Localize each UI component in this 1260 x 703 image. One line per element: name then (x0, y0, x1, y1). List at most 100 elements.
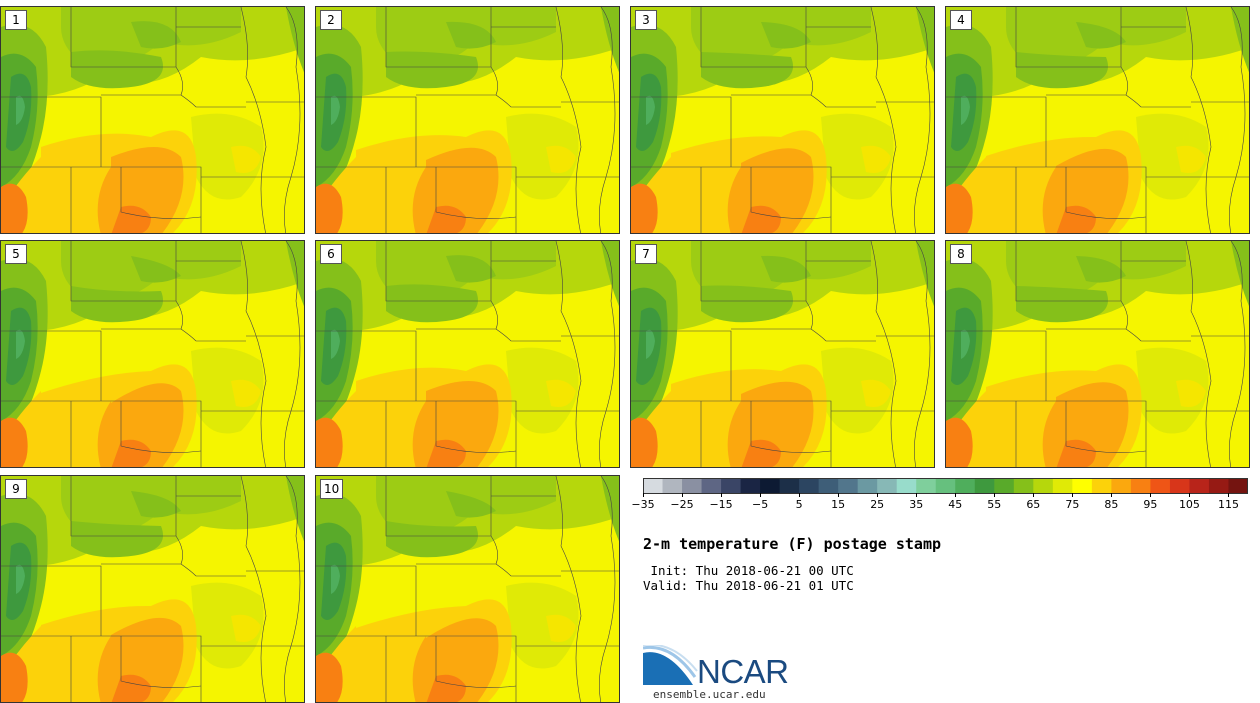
colorbar-swatch (701, 478, 722, 494)
member-label: 4 (950, 10, 972, 30)
colorbar-tick-mark (760, 493, 762, 497)
postage-stamp-panel: 3 (630, 6, 935, 234)
temperature-map (946, 241, 1249, 467)
temperature-colorbar (643, 478, 1249, 494)
colorbar-tick-mark (799, 493, 801, 497)
colorbar-tick-mark (643, 493, 644, 497)
member-label: 7 (635, 244, 657, 264)
colorbar-swatch (760, 478, 781, 494)
colorbar-swatch (916, 478, 937, 494)
temperature-map (1, 7, 304, 233)
colorbar-tick-label: 35 (909, 498, 924, 511)
temperature-map (946, 7, 1249, 233)
colorbar-swatch (1189, 478, 1210, 494)
colorbar-tick-mark (1150, 493, 1152, 497)
colorbar-swatch (994, 478, 1015, 494)
init-time: Init: Thu 2018-06-21 00 UTC (643, 563, 854, 578)
member-label: 5 (5, 244, 27, 264)
colorbar-tick-label: −35 (631, 498, 655, 511)
temperature-map (631, 7, 934, 233)
colorbar-swatch (818, 478, 839, 494)
colorbar-swatch (1169, 478, 1190, 494)
colorbar-tick-label: 95 (1143, 498, 1158, 511)
colorbar-tick-mark (916, 493, 918, 497)
chart-title: 2-m temperature (F) postage stamp (643, 535, 942, 553)
postage-stamp-panel: 10 (315, 475, 620, 703)
colorbar-tick-label: 65 (1026, 498, 1041, 511)
postage-stamp-panel: 4 (945, 6, 1250, 234)
temperature-map (316, 241, 619, 467)
colorbar-tick-label: 5 (795, 498, 803, 511)
colorbar-swatch (1130, 478, 1151, 494)
colorbar-swatch (857, 478, 878, 494)
colorbar-swatch (935, 478, 956, 494)
colorbar-tick-mark (1033, 493, 1035, 497)
colorbar-swatch (1072, 478, 1093, 494)
colorbar-swatch (1052, 478, 1073, 494)
colorbar-tick-mark (1111, 493, 1113, 497)
postage-stamp-panel: 5 (0, 240, 305, 468)
colorbar-swatch (877, 478, 898, 494)
temperature-map (1, 241, 304, 467)
colorbar-tick-label: −15 (709, 498, 733, 511)
colorbar-swatch (955, 478, 976, 494)
colorbar-tick-mark (877, 493, 879, 497)
colorbar-tick-label: 55 (987, 498, 1002, 511)
colorbar-tick-mark (994, 493, 996, 497)
member-label: 10 (320, 479, 344, 499)
ncar-logo-text: NCAR (697, 653, 789, 690)
colorbar-swatch (1111, 478, 1132, 494)
colorbar-tick-mark (1228, 493, 1230, 497)
colorbar-tick-label: 85 (1104, 498, 1119, 511)
colorbar-tick-mark (682, 493, 684, 497)
colorbar-swatch (1013, 478, 1034, 494)
colorbar-tick-mark (955, 493, 957, 497)
member-label: 9 (5, 479, 27, 499)
temperature-map (1, 476, 304, 702)
member-label: 3 (635, 10, 657, 30)
colorbar-tick-mark (1189, 493, 1191, 497)
member-label: 6 (320, 244, 342, 264)
colorbar-swatch (721, 478, 742, 494)
member-label: 1 (5, 10, 27, 30)
colorbar-tick-mark (721, 493, 723, 497)
colorbar-tick-label: −5 (751, 498, 769, 511)
colorbar-tick-label: 45 (948, 498, 963, 511)
ncar-logo-icon (643, 645, 698, 685)
colorbar-swatch (1033, 478, 1054, 494)
colorbar-swatch (662, 478, 683, 494)
colorbar-tick-mark (1072, 493, 1074, 497)
temperature-map (631, 241, 934, 467)
colorbar-tick-label: 105 (1178, 498, 1200, 511)
temperature-map (316, 476, 619, 702)
colorbar-swatch (1208, 478, 1229, 494)
colorbar-swatch (896, 478, 917, 494)
colorbar-swatch (643, 478, 664, 494)
member-label: 2 (320, 10, 342, 30)
postage-stamp-panel: 7 (630, 240, 935, 468)
colorbar-swatch (838, 478, 859, 494)
postage-stamp-panel: 1 (0, 6, 305, 234)
temperature-map (316, 7, 619, 233)
postage-stamp-panel: 2 (315, 6, 620, 234)
colorbar-swatch (1091, 478, 1112, 494)
colorbar-tick-label: 115 (1217, 498, 1239, 511)
colorbar-swatch (974, 478, 995, 494)
colorbar-swatch (799, 478, 820, 494)
colorbar-swatch (682, 478, 703, 494)
site-url: ensemble.ucar.edu (653, 688, 766, 701)
colorbar-swatch (1150, 478, 1171, 494)
colorbar-tick-label: −25 (670, 498, 694, 511)
postage-stamp-panel: 9 (0, 475, 305, 703)
colorbar-swatch (1228, 478, 1249, 494)
colorbar-tick-label: 25 (870, 498, 885, 511)
colorbar-tick-label: 15 (831, 498, 846, 511)
member-label: 8 (950, 244, 972, 264)
postage-stamp-panel: 6 (315, 240, 620, 468)
colorbar-tick-mark (838, 493, 840, 497)
colorbar-swatch (779, 478, 800, 494)
valid-time: Valid: Thu 2018-06-21 01 UTC (643, 578, 854, 593)
colorbar-tick-label: 75 (1065, 498, 1080, 511)
colorbar-swatch (740, 478, 761, 494)
postage-stamp-panel: 8 (945, 240, 1250, 468)
